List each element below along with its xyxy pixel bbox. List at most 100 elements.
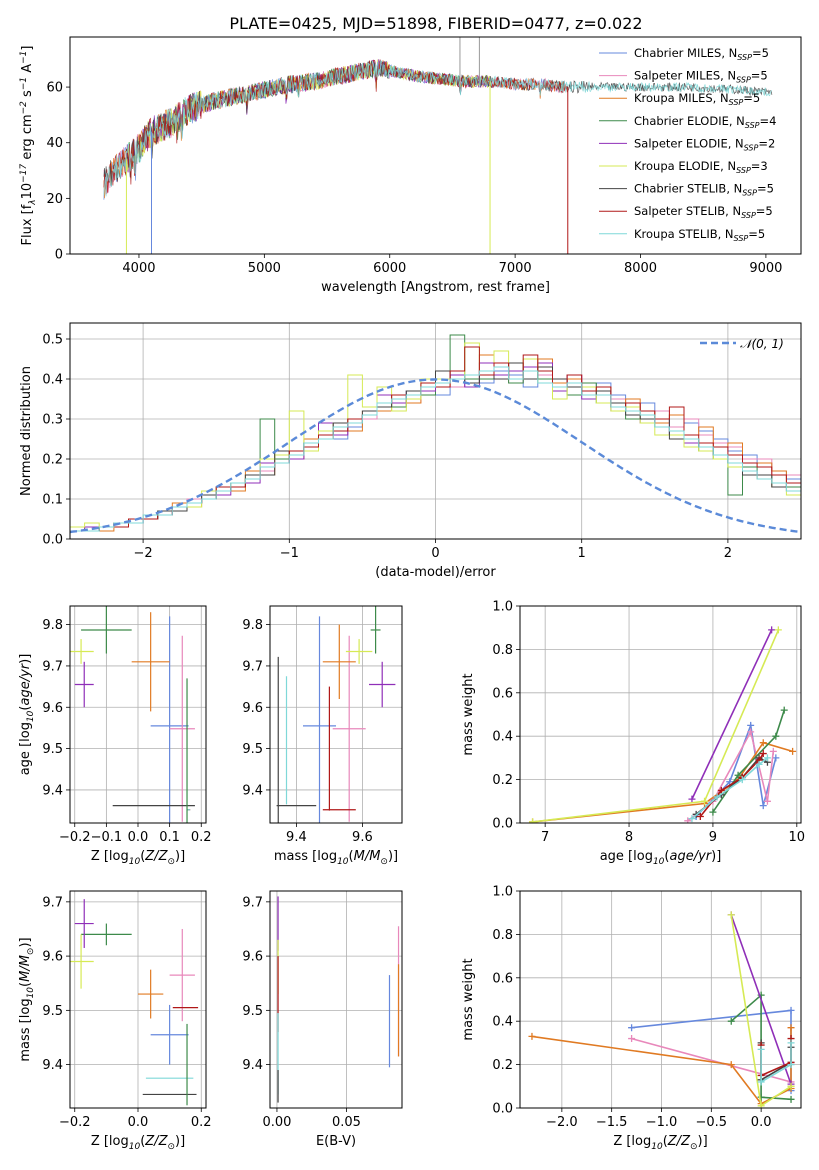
axes-frame bbox=[69, 36, 802, 255]
y-axis-label: mass weight bbox=[461, 673, 476, 755]
legend-label: 𝒩(0, 1) bbox=[740, 337, 784, 351]
plot-area-spectrum bbox=[103, 37, 773, 254]
x-tick-label: 0.05 bbox=[332, 1115, 361, 1130]
data-point-marker bbox=[747, 721, 755, 729]
y-tick-label: 0.8 bbox=[492, 643, 513, 658]
weight-line bbox=[687, 729, 775, 822]
x-tick-label: −2.0 bbox=[546, 1115, 578, 1130]
legend-subscript: SSP bbox=[742, 189, 757, 198]
legend-entry: Salpeter ELODIE, NSSP=2 bbox=[634, 136, 775, 152]
legend-subscript: SSP bbox=[734, 234, 749, 243]
plot-area-age-vs-mass bbox=[276, 606, 396, 823]
y-tick-label: 9.4 bbox=[242, 783, 263, 798]
y-tick-label: 40 bbox=[46, 136, 63, 151]
x-axis-label: Z [log10(Z/Z⊙)] bbox=[613, 1134, 707, 1152]
y-tick-label: 9.5 bbox=[242, 742, 263, 757]
x-axis-label: Z [log10(Z/Z⊙)] bbox=[91, 1134, 185, 1152]
data-point-marker bbox=[696, 812, 704, 820]
data-point-marker bbox=[763, 754, 771, 762]
y-tick-label: 9.6 bbox=[42, 701, 63, 716]
histogram-step bbox=[70, 366, 801, 539]
x-tick-label: 0 bbox=[431, 546, 439, 561]
legend-label: Salpeter STELIB, N bbox=[634, 204, 741, 218]
data-point-marker bbox=[787, 1039, 795, 1047]
weight-line bbox=[712, 709, 785, 813]
y-axis-label: mass [log10(M/M⊙)] bbox=[18, 937, 36, 1061]
legend-entry: Chabrier MILES, NSSP=5 bbox=[634, 46, 769, 62]
axes-frame bbox=[69, 890, 207, 1109]
y-tick-label: 0.0 bbox=[492, 817, 513, 832]
x-tick-label: 0.00 bbox=[262, 1115, 291, 1130]
y-tick-label: 0 bbox=[55, 248, 63, 263]
axes-frame bbox=[519, 605, 802, 824]
data-point-marker bbox=[769, 747, 777, 755]
x-tick-label: −2 bbox=[134, 546, 153, 561]
x-tick-label: 1 bbox=[578, 546, 586, 561]
panel-age-vs-Z: −0.2 −0.1 0.0 0.1 0.2 9.4 9.5 9.6 9.7 9.8 Z [log10… bbox=[18, 605, 212, 867]
data-point-marker bbox=[772, 732, 780, 740]
x-tick-label: 9 bbox=[709, 830, 717, 845]
x-tick-label: 5000 bbox=[248, 261, 281, 276]
legend-subscript: SSP bbox=[741, 211, 756, 220]
x-tick-label: 6000 bbox=[373, 261, 406, 276]
y-tick-label: 9.6 bbox=[42, 950, 63, 965]
x-tick-label: −0.2 bbox=[59, 1115, 91, 1130]
legend-value: =5 bbox=[752, 46, 769, 60]
x-axis-label: (data-model)/error bbox=[375, 565, 496, 580]
legend-subscript: SSP bbox=[736, 166, 751, 175]
legend-value: =5 bbox=[757, 182, 774, 196]
data-point-marker bbox=[684, 817, 692, 823]
x-tick-label: 8 bbox=[625, 830, 633, 845]
panel-weight-vs-Z: −2.0 −1.5 −1.0 −0.5 0.0 0.0 0.2 0.4 0.6 0.8 1.0 Z [… bbox=[461, 885, 802, 1152]
y-tick-label: 0.8 bbox=[492, 928, 513, 943]
x-tick-label: −1.5 bbox=[596, 1115, 628, 1130]
y-tick-label: 0.1 bbox=[42, 493, 63, 508]
data-point-marker bbox=[747, 728, 755, 736]
legend-label: Kroupa MILES, N bbox=[634, 91, 729, 105]
plot-area-mass-vs-ebv bbox=[277, 896, 400, 1103]
weight-line bbox=[532, 741, 793, 823]
y-tick-label: 9.5 bbox=[242, 1004, 263, 1019]
plot-area-weight-vs-age bbox=[529, 626, 797, 823]
data-point-marker bbox=[768, 626, 776, 634]
y-tick-label: 9.6 bbox=[242, 950, 263, 965]
x-axis-label: E(B-V) bbox=[316, 1134, 356, 1149]
spectrum-line bbox=[103, 59, 773, 197]
legend-value: =5 bbox=[751, 69, 768, 83]
data-point-marker bbox=[529, 818, 537, 823]
y-tick-label: 60 bbox=[46, 81, 63, 96]
y-tick-label: 9.4 bbox=[42, 1058, 63, 1073]
data-point-marker bbox=[759, 750, 767, 758]
panel-mass-vs-ebv: 0.00 0.05 9.4 9.5 9.6 9.7 E(B-V) bbox=[242, 890, 403, 1149]
x-tick-label: −0.1 bbox=[91, 830, 123, 845]
data-point-marker bbox=[738, 776, 746, 784]
legend-value: =5 bbox=[748, 227, 765, 241]
data-point-marker bbox=[713, 793, 721, 801]
legend-label: Salpeter MILES, N bbox=[634, 69, 736, 83]
data-point-marker bbox=[688, 795, 696, 803]
legend-entry: Kroupa STELIB, NSSP=5 bbox=[634, 227, 765, 243]
legend-value: =4 bbox=[760, 114, 777, 128]
x-tick-label: 9.6 bbox=[352, 830, 373, 845]
data-point-marker bbox=[787, 1006, 795, 1014]
legend-entry: Kroupa ELODIE, NSSP=3 bbox=[634, 159, 768, 175]
data-point-marker bbox=[727, 1017, 735, 1025]
y-tick-label: 0.5 bbox=[42, 333, 63, 348]
x-tick-label: 8000 bbox=[624, 261, 657, 276]
x-axis-label: wavelength [Angstrom, rest frame] bbox=[321, 280, 550, 295]
x-axis-label: mass [log10(M/M⊙)] bbox=[274, 849, 398, 867]
legend-subscript: SSP bbox=[744, 143, 759, 152]
legend-value: =2 bbox=[758, 136, 775, 150]
data-point-marker bbox=[628, 1024, 636, 1032]
y-tick-label: 0.0 bbox=[42, 533, 63, 548]
axes-frame bbox=[69, 322, 802, 540]
x-axis-label: age [log10(age/yr)] bbox=[600, 849, 722, 867]
histogram-step bbox=[70, 366, 801, 539]
y-tick-label: 0.6 bbox=[492, 686, 513, 701]
data-point-marker bbox=[757, 1078, 765, 1086]
data-point-marker bbox=[717, 786, 725, 794]
x-tick-label: 0.0 bbox=[128, 830, 149, 845]
y-tick-label: 9.6 bbox=[242, 701, 263, 716]
y-tick-label: 0.0 bbox=[492, 1102, 513, 1117]
